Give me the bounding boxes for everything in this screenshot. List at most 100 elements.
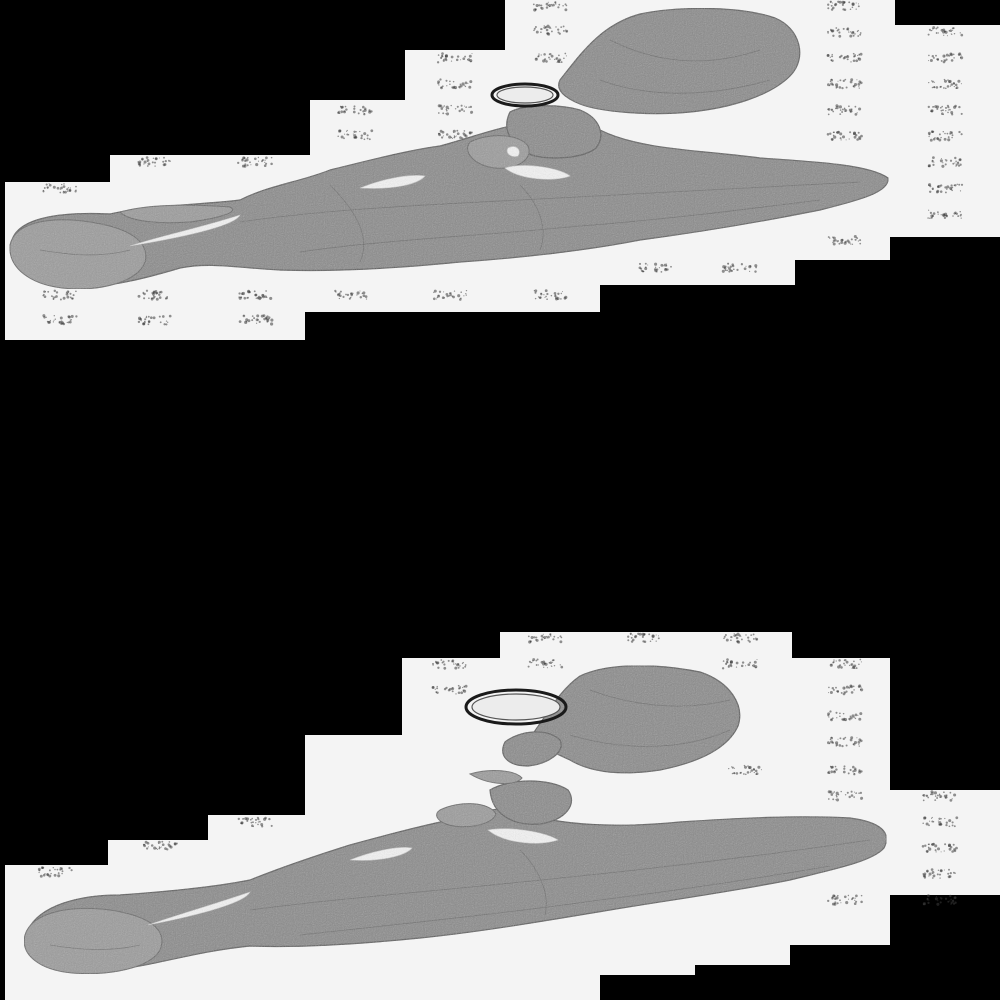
grid-speck — [448, 135, 452, 139]
grid-speck — [831, 767, 833, 769]
grid-speck — [928, 165, 931, 167]
grid-speck — [856, 30, 858, 33]
grid-speck — [839, 737, 842, 740]
grid-speck — [553, 664, 556, 667]
grid-speck — [560, 292, 563, 295]
grid-speck — [947, 900, 950, 903]
grid-speck — [957, 79, 961, 83]
grid-speck — [950, 59, 954, 62]
grid-speck — [352, 133, 354, 135]
grid-speck — [728, 664, 730, 667]
grid-speck — [832, 688, 835, 691]
grid-speck — [59, 866, 63, 870]
grid-speck — [837, 0, 840, 3]
grid-speck — [839, 109, 842, 111]
grid-speck — [745, 265, 747, 267]
grid-speck — [245, 320, 248, 323]
grid-speck — [843, 691, 845, 693]
grid-speck — [443, 666, 447, 670]
upper-ring-marker — [490, 82, 560, 108]
grid-speck — [368, 138, 371, 141]
grid-speck — [651, 638, 654, 641]
grid-speck — [654, 269, 658, 273]
grid-speck — [839, 712, 841, 715]
grid-speck — [559, 664, 561, 666]
grid-speck — [936, 26, 939, 29]
grid-speck — [53, 296, 56, 299]
grid-speck — [943, 34, 945, 36]
grid-speck — [846, 791, 849, 794]
grid-speck — [949, 186, 953, 190]
grid-speck — [158, 291, 161, 294]
grid-speck — [939, 190, 943, 193]
grid-speck — [842, 27, 845, 30]
grid-speck — [446, 295, 449, 298]
grid-speck — [951, 113, 954, 116]
grid-speck — [730, 639, 732, 642]
grid-speck — [437, 294, 441, 298]
grid-speck — [841, 135, 846, 139]
grid-speck — [436, 687, 439, 690]
grid-speck — [947, 872, 950, 875]
grid-speck — [923, 875, 926, 877]
grid-speck — [637, 632, 640, 635]
grid-speck — [59, 188, 61, 190]
grid-speck — [850, 790, 853, 793]
grid-speck — [56, 868, 59, 871]
grid-speck — [858, 663, 860, 666]
grid-speck — [442, 135, 444, 137]
grid-speck — [838, 242, 841, 245]
grid-speck — [537, 664, 540, 666]
grid-speck — [853, 716, 855, 718]
grid-speck — [548, 53, 551, 55]
grid-speck — [723, 267, 727, 270]
grid-speck — [935, 27, 938, 30]
grid-speck — [555, 58, 557, 60]
grid-speck — [860, 894, 863, 897]
grid-speck — [346, 293, 350, 297]
grid-speck — [835, 794, 838, 797]
grid-speck — [839, 132, 843, 136]
grid-speck — [75, 290, 77, 293]
grid-speck — [465, 294, 467, 296]
grid-speck — [644, 262, 647, 265]
grid-speck — [543, 666, 545, 668]
grid-speck — [246, 819, 249, 822]
grid-speck — [150, 316, 153, 320]
grid-speck — [721, 667, 725, 670]
grid-speck — [70, 314, 74, 318]
grid-speck — [43, 316, 46, 319]
grid-speck — [260, 296, 263, 299]
grid-speck — [846, 55, 849, 57]
grid-speck — [722, 660, 725, 662]
grid-speck — [838, 664, 842, 667]
grid-speck — [842, 712, 845, 715]
grid-speck — [749, 771, 752, 773]
grid-speck — [142, 843, 146, 846]
grid-speck — [49, 319, 52, 322]
grid-speck — [168, 841, 171, 843]
grid-speck — [832, 34, 835, 37]
grid-speck — [755, 637, 757, 639]
grid-speck — [837, 80, 839, 82]
grid-speck — [960, 56, 964, 60]
grid-speck — [948, 868, 950, 871]
grid-speck — [942, 162, 944, 164]
grid-speck — [755, 666, 757, 669]
grid-speck — [753, 771, 755, 774]
grid-speck — [958, 158, 962, 162]
grid-speck — [559, 635, 562, 638]
grid-speck — [744, 773, 747, 776]
grid-speck — [842, 692, 846, 696]
grid-speck — [959, 163, 962, 166]
grid-speck — [467, 82, 469, 84]
grid-speck — [852, 666, 855, 669]
grid-speck — [546, 667, 548, 669]
grid-speck — [835, 795, 838, 798]
grid-speck — [346, 129, 348, 132]
grid-speck — [943, 216, 947, 220]
grid-speck — [954, 901, 957, 904]
grid-speck — [65, 291, 68, 294]
grid-speck — [470, 60, 472, 63]
